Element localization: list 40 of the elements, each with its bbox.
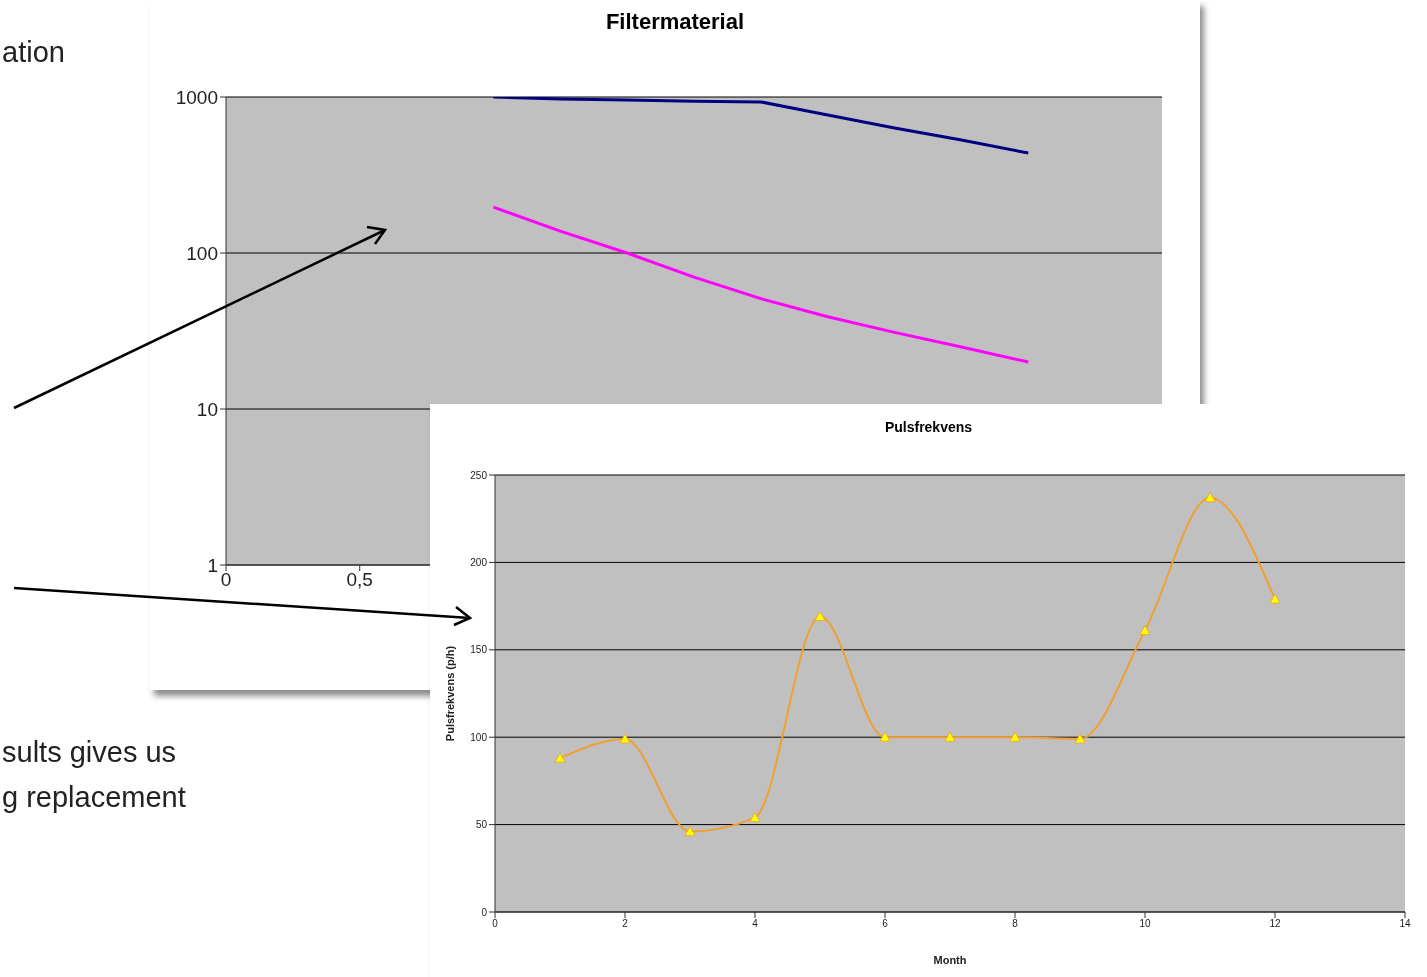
point: [879, 731, 891, 742]
text: ation: [2, 36, 65, 69]
point: [1074, 733, 1086, 744]
y-tick-label: 10: [196, 398, 218, 420]
x-tick-label: 0: [492, 918, 499, 930]
point: [814, 611, 826, 621]
chart-title: Filtermaterial: [604, 9, 746, 35]
y-tick-label: 100: [470, 731, 488, 743]
text: sults gives us: [2, 736, 177, 769]
x-tick-label: 10: [1139, 918, 1151, 930]
line-series: [491, 97, 1030, 155]
x-axis-title: Month: [933, 954, 967, 966]
y-tick-label: 1000: [175, 86, 218, 108]
point: [1009, 731, 1021, 742]
y-tick-label: 0: [481, 906, 488, 918]
x-tick-label: 14: [1399, 918, 1411, 930]
y-tick-label: 150: [470, 644, 488, 656]
y-tick-label: 100: [186, 242, 218, 264]
y-axis-title: Pulsfrekvens (p/h): [443, 645, 456, 742]
point: [1204, 492, 1216, 503]
y-tick-label: 250: [470, 469, 488, 481]
x-tick-label: 0,5: [346, 569, 373, 591]
x-tick-label: 6: [882, 918, 889, 930]
chart-title: Pulsfrekvens: [883, 419, 974, 435]
x-tick-label: 12: [1269, 918, 1281, 930]
x-tick-label: 2: [622, 918, 629, 930]
point: [554, 752, 566, 763]
line-series: [491, 205, 1030, 364]
y-tick-label: 50: [475, 819, 488, 831]
point: [1269, 593, 1281, 604]
text: g replacement: [2, 781, 186, 814]
point: [749, 812, 761, 823]
point: [684, 826, 696, 836]
x-tick-label: 8: [1012, 918, 1019, 930]
point: [619, 733, 631, 744]
x-tick-label: 4: [752, 918, 759, 930]
point: [944, 731, 956, 742]
y-tick-label: 200: [470, 556, 488, 568]
point: [1139, 625, 1151, 635]
y-tick-label: 1: [207, 554, 218, 576]
